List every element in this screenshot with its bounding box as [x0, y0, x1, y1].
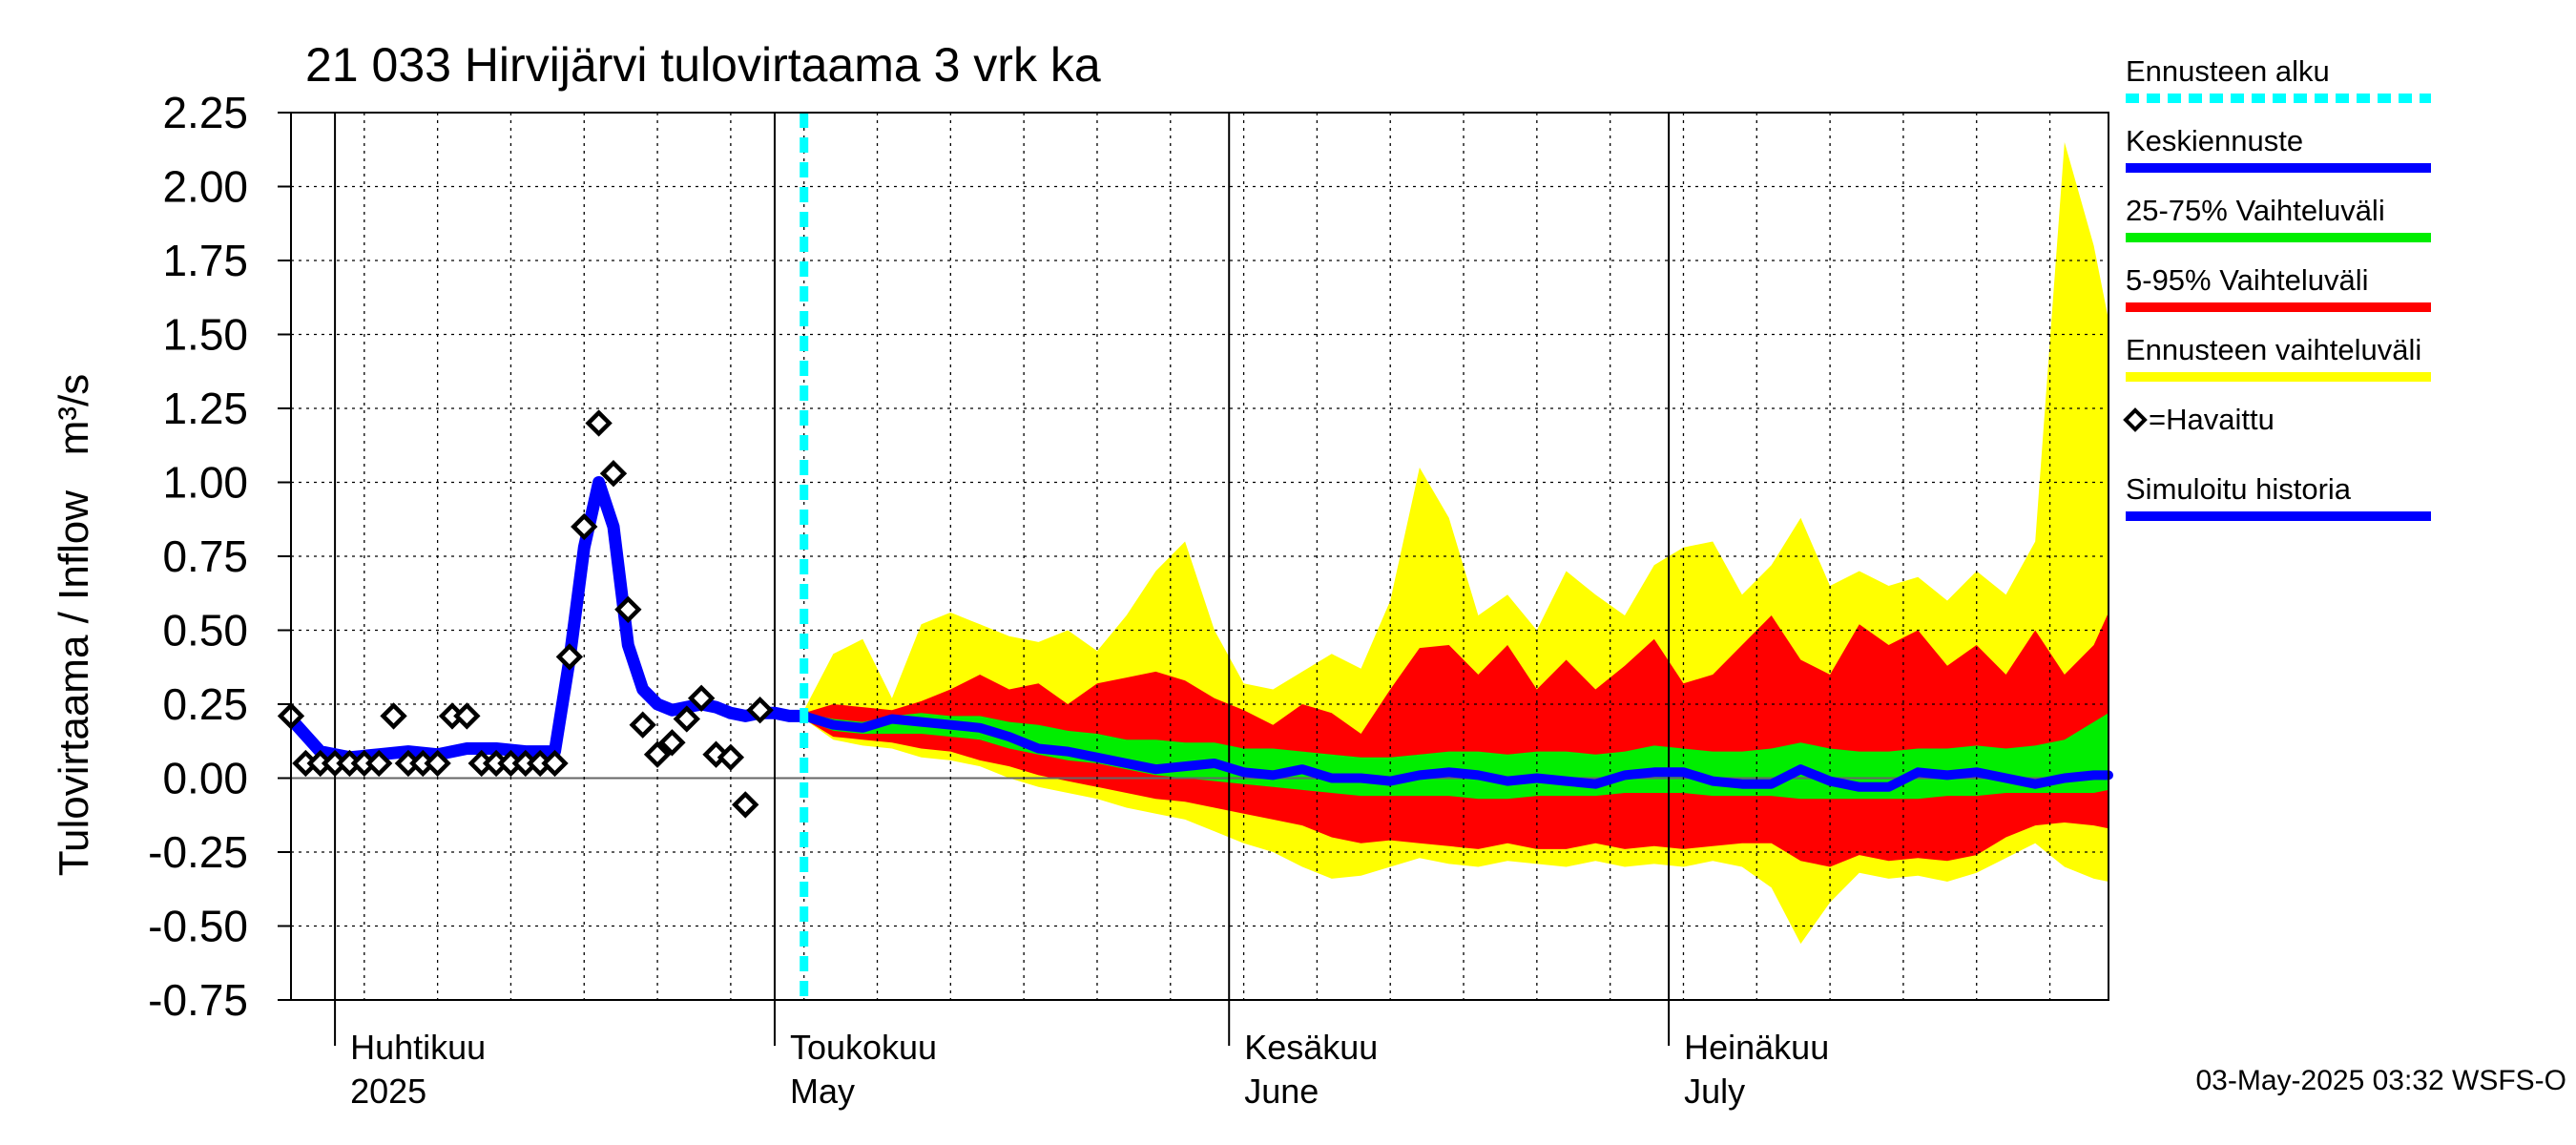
y-tick-label: 0.75 [162, 531, 248, 581]
observed-point [453, 702, 481, 730]
observed-point [687, 684, 716, 712]
observed-markers [277, 409, 774, 819]
month-sublabel: June [1244, 1072, 1319, 1111]
legend-label: 25-75% Vaihteluväli [2126, 194, 2385, 227]
observed-point [424, 749, 451, 778]
legend-label: Ennusteen alku [2126, 54, 2330, 88]
simulated-history-line [284, 476, 811, 764]
legend-label: Keskiennuste [2126, 124, 2303, 157]
y-tick-label: 1.50 [162, 310, 248, 360]
legend-label: Simuloitu historia [2126, 472, 2352, 506]
observed-point [732, 791, 759, 819]
month-sublabel: July [1684, 1072, 1745, 1111]
series-lines [284, 113, 2113, 1000]
observed-point [746, 697, 774, 724]
month-label: Kesäkuu [1244, 1028, 1378, 1067]
median-forecast-line [799, 711, 2113, 792]
month-label: Huhtikuu [350, 1028, 486, 1067]
y-axis: 2.25 2.00 1.75 1.50 1.25 1.00 0.75 0.50 0.25 0.00… [148, 88, 291, 1025]
observed-point [380, 702, 407, 730]
y-tick-label: -0.75 [148, 975, 248, 1025]
month-sublabel: 2025 [350, 1072, 426, 1111]
legend-label: 5-95% Vaihteluväli [2126, 263, 2368, 297]
y-tick-label: -0.50 [148, 902, 248, 951]
y-tick-label: 1.00 [162, 458, 248, 508]
chart-title: 21 033 Hirvijärvi tulovirtaama 3 vrk ka [305, 38, 1101, 92]
y-tick-label: 0.50 [162, 606, 248, 656]
legend-label: =Havaittu [2149, 403, 2275, 436]
month-sublabel: May [790, 1072, 855, 1111]
observed-point [599, 460, 628, 488]
observed-point [364, 749, 393, 778]
y-tick-label: 0.25 [162, 679, 248, 729]
y-tick-label: 2.00 [162, 162, 248, 212]
legend-observed-marker [2123, 407, 2148, 432]
observed-point [585, 409, 613, 437]
month-label: Toukokuu [790, 1028, 937, 1067]
observed-point [717, 743, 745, 771]
x-axis: Huhtikuu 2025 Toukokuu May Kesäkuu June Heinäk… [350, 1028, 1829, 1111]
legend: Ennusteen alku Keskiennuste 25-75% Vaihtel… [2123, 54, 2431, 521]
y-tick-label: -0.25 [148, 827, 248, 877]
observed-point [555, 643, 584, 671]
observed-point [658, 729, 686, 757]
observed-point [629, 711, 656, 739]
month-label: Heinäkuu [1684, 1028, 1829, 1067]
legend-label: Ennusteen vaihteluväli [2126, 333, 2421, 366]
observed-point [643, 740, 672, 768]
y-tick-label: 1.75 [162, 236, 248, 285]
observed-point [541, 749, 569, 778]
y-tick-label: 1.25 [162, 384, 248, 433]
band-5-95 [803, 612, 2109, 867]
y-tick-label: 2.25 [162, 88, 248, 137]
y-tick-label: 0.00 [162, 754, 248, 803]
observed-point [673, 705, 700, 733]
footer-timestamp: 03-May-2025 03:32 WSFS-O [2196, 1065, 2567, 1096]
y-axis-label: Tulovirtaama / Inflow m³/s [51, 374, 97, 877]
observed-point [614, 595, 642, 623]
observed-point [571, 512, 598, 541]
